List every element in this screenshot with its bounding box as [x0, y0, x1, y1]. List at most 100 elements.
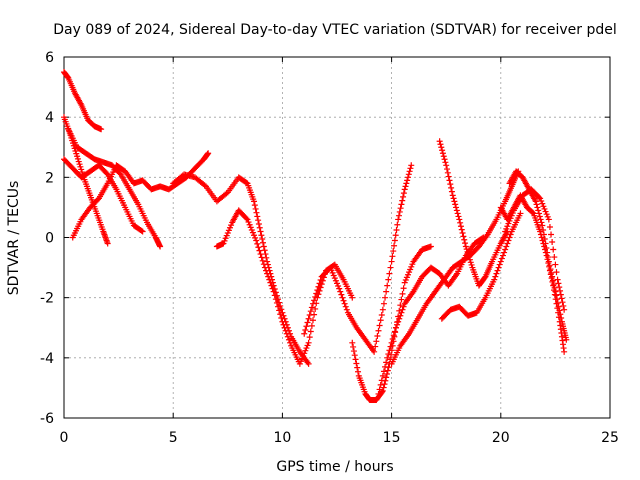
data-point-marker — [506, 217, 513, 224]
data-point-marker — [449, 192, 456, 199]
data-point-marker — [495, 264, 502, 271]
data-point-marker — [389, 336, 396, 343]
data-point-marker — [255, 244, 262, 251]
y-tick-label: -4 — [40, 351, 54, 367]
data-point-marker — [395, 216, 402, 223]
data-point-marker — [544, 249, 551, 256]
data-point-marker — [405, 171, 412, 178]
data-point-marker — [351, 352, 358, 359]
data-point-marker — [394, 221, 401, 228]
data-point-marker — [296, 360, 303, 367]
data-point-marker — [273, 299, 280, 306]
data-point-marker — [446, 177, 453, 184]
data-point-marker — [536, 194, 543, 201]
data-point-marker — [400, 285, 407, 292]
data-point-marker — [397, 205, 404, 212]
data-point-marker — [504, 223, 511, 230]
data-point-marker — [304, 319, 311, 326]
data-point-marker — [532, 198, 539, 205]
data-point-marker — [251, 198, 258, 205]
chart-title: Day 089 of 2024, Sidereal Day-to-day VTE… — [53, 22, 617, 38]
data-point-marker — [281, 324, 288, 331]
data-point-marker — [388, 339, 395, 346]
data-point-marker — [391, 242, 398, 249]
data-point-marker — [534, 204, 541, 211]
data-point-marker — [249, 229, 256, 236]
data-point-marker — [443, 162, 450, 169]
data-point-marker — [381, 381, 388, 388]
y-axis-label: SDTVAR / TECUs — [6, 181, 22, 296]
data-point-marker — [256, 247, 263, 254]
data-point-marker — [382, 294, 389, 301]
data-point-marker — [336, 285, 343, 292]
data-point-marker — [74, 153, 81, 160]
data-point-marker — [270, 288, 277, 295]
data-point-marker — [251, 232, 258, 239]
data-point-marker — [272, 296, 279, 303]
data-point-marker — [245, 219, 252, 226]
data-point-marker — [94, 196, 101, 203]
data-point-marker — [282, 327, 289, 334]
data-point-marker — [304, 342, 311, 349]
data-point-marker — [504, 240, 511, 247]
data-point-marker — [252, 234, 259, 241]
data-point-marker — [225, 227, 232, 234]
data-point-marker — [258, 232, 265, 239]
data-point-marker — [374, 333, 381, 340]
data-point-marker — [266, 276, 273, 283]
x-axis-label: GPS time / hours — [276, 459, 393, 475]
data-point-marker — [316, 280, 323, 287]
data-point-marker — [244, 216, 251, 223]
data-point-marker — [76, 161, 83, 168]
data-point-marker — [278, 314, 285, 321]
data-point-marker — [280, 321, 287, 328]
data-point-marker — [401, 279, 408, 286]
x-tick-label: 5 — [169, 430, 178, 446]
data-point-marker — [551, 284, 558, 291]
data-point-marker — [349, 339, 356, 346]
data-point-marker — [491, 276, 498, 283]
y-tick-label: 4 — [45, 110, 54, 126]
data-point-marker — [441, 156, 448, 163]
data-point-marker — [401, 186, 408, 193]
data-point-marker — [380, 384, 387, 391]
data-point-marker — [305, 360, 312, 367]
data-point-marker — [404, 177, 411, 184]
data-point-marker — [255, 220, 262, 227]
data-point-marker — [493, 270, 500, 277]
data-point-marker — [548, 269, 555, 276]
data-point-marker — [399, 306, 406, 313]
data-point-marker — [462, 240, 469, 247]
data-point-marker — [444, 169, 451, 176]
data-point-marker — [563, 336, 570, 343]
data-point-marker — [307, 328, 314, 335]
data-point-marker — [267, 279, 274, 286]
data-point-marker — [536, 213, 543, 220]
data-point-marker — [538, 234, 545, 241]
data-point-marker — [542, 240, 549, 247]
data-point-marker — [465, 251, 472, 258]
data-point-marker — [549, 239, 556, 246]
data-point-marker — [460, 233, 467, 240]
data-point-marker — [387, 343, 394, 350]
data-point-marker — [354, 364, 361, 371]
data-point-marker — [305, 315, 312, 322]
data-point-marker — [221, 237, 228, 244]
data-point-marker — [556, 307, 563, 314]
data-point-marker — [300, 352, 307, 359]
data-point-marker — [458, 226, 465, 233]
data-point-marker — [254, 213, 261, 220]
data-point-marker — [454, 210, 461, 217]
data-point-marker — [403, 274, 410, 281]
data-point-marker — [74, 155, 81, 162]
data-point-marker — [457, 219, 464, 226]
data-point-marker — [399, 197, 406, 204]
data-point-marker — [302, 327, 309, 334]
data-point-marker — [303, 323, 310, 330]
data-point-marker — [205, 150, 212, 157]
data-point-marker — [371, 348, 378, 355]
data-point-marker — [303, 345, 310, 352]
data-point-marker — [447, 181, 454, 188]
data-point-marker — [261, 247, 268, 254]
